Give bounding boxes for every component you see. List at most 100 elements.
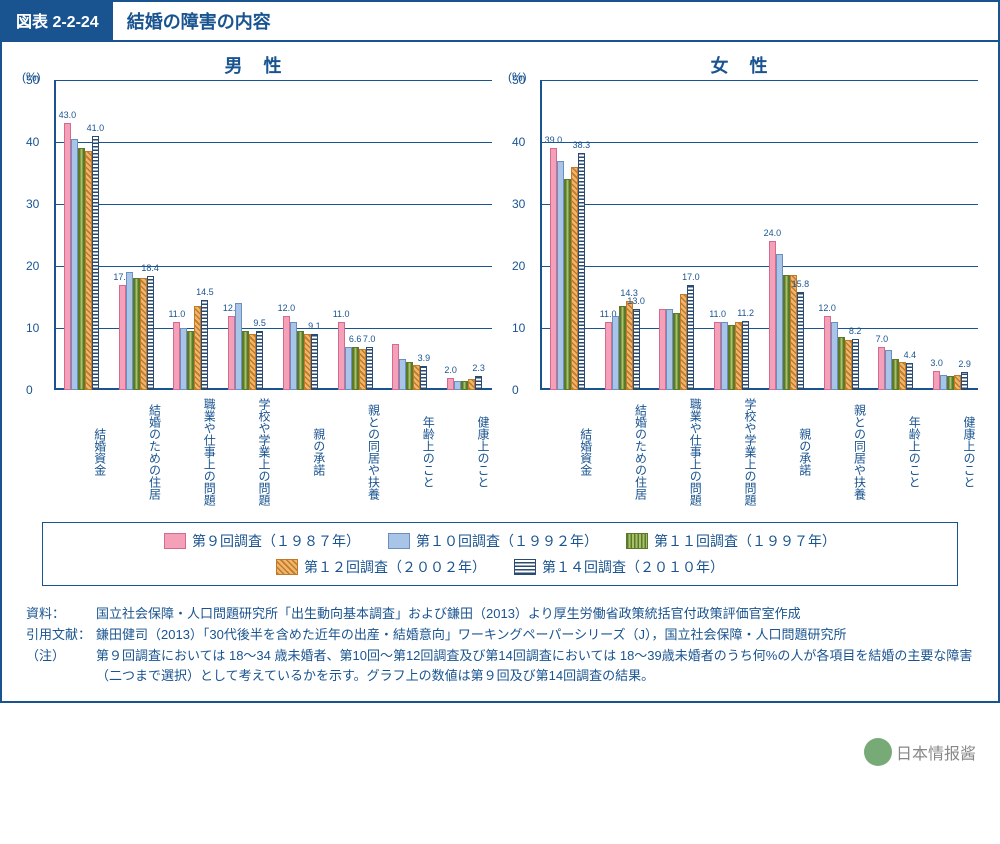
bar <box>297 331 304 390</box>
y-tick: 0 <box>26 383 33 397</box>
note-body: 国立社会保障・人口問題研究所「出生動向基本調査」および鎌田（2013）より厚生労… <box>96 604 974 625</box>
bar <box>468 379 475 390</box>
bar: 18.4 <box>147 276 154 390</box>
bar-group: 12.0 9.1 <box>273 80 328 390</box>
bar <box>790 275 797 390</box>
legend-label: 第９回調査（１９８７年） <box>192 531 360 551</box>
data-label: 18.4 <box>141 263 159 273</box>
data-label: 17.0 <box>682 272 700 282</box>
bar-group: 11.0 11.2 <box>704 80 759 390</box>
data-label: 24.0 <box>764 228 782 238</box>
bar <box>249 334 256 390</box>
figure-header: 図表 2-2-24 結婚の障害の内容 <box>2 2 998 42</box>
bar <box>831 322 838 390</box>
data-label: 7.0 <box>363 334 376 344</box>
bar: 3.0 <box>933 371 940 390</box>
bar <box>619 306 626 390</box>
data-label: 11.0 <box>709 309 726 319</box>
data-label: 3.9 <box>418 353 431 363</box>
x-label: 結婚のための住居 <box>595 390 650 510</box>
x-label: 結婚資金 <box>540 390 595 510</box>
bar: 11.2 <box>742 321 749 390</box>
data-label: 9.1 <box>308 321 321 331</box>
bar <box>776 254 783 390</box>
bar: 3.9 <box>420 366 427 390</box>
data-label: 12.0 <box>278 303 296 313</box>
bar-group: 12.09.5 <box>218 80 273 390</box>
bar <box>557 161 564 390</box>
plot-area: 0102030405039.038.311.014.313.017.011.01… <box>540 80 978 390</box>
data-label: 8.2 <box>849 326 862 336</box>
bar: 17.0 <box>687 285 694 390</box>
note-row: （注）第９回調査においては 18～34 歳未婚者、第10回～第12回調査及び第1… <box>26 646 974 688</box>
legend: 第９回調査（１９８７年） 第１０回調査（１９９２年） 第１１回調査（１９９７年） 第１… <box>42 522 958 586</box>
bar <box>947 376 954 390</box>
y-tick: 20 <box>26 259 39 273</box>
data-label: 39.0 <box>545 135 563 145</box>
panel-title: 女 性 <box>508 52 978 78</box>
bar <box>392 344 399 391</box>
bar <box>845 340 852 390</box>
bar-group: 11.014.313.0 <box>595 80 650 390</box>
bar: 14.5 <box>201 300 208 390</box>
panel-title: 男 性 <box>22 52 492 78</box>
charts-row: 男 性(%)0102030405043.041.017.018.411.014.… <box>2 42 998 514</box>
chart-panel: 女 性(%)0102030405039.038.311.014.313.017.… <box>508 52 978 510</box>
bar <box>133 278 140 390</box>
bar <box>461 381 468 390</box>
legend-label: 第１１回調査（１９９７年） <box>654 531 836 551</box>
bar: 11.0 <box>605 322 612 390</box>
bar <box>680 294 687 390</box>
bar <box>242 331 249 390</box>
legend-label: 第１０回調査（１９９２年） <box>416 531 598 551</box>
bar-group: 2.02.3 <box>437 80 492 390</box>
bar <box>290 322 297 390</box>
bar <box>140 278 147 390</box>
x-label: 学校や学業上の問題 <box>218 390 273 510</box>
bar <box>194 306 201 390</box>
figure-title: 結婚の障害の内容 <box>113 2 998 40</box>
bar: 43.0 <box>64 123 71 390</box>
bar-group: 3.02.9 <box>923 80 978 390</box>
data-label: 7.0 <box>876 334 889 344</box>
bar <box>454 381 461 390</box>
watermark-icon <box>864 738 892 766</box>
bar <box>721 322 728 390</box>
legend-label: 第１４回調査（２０１０年） <box>542 557 724 577</box>
bar <box>954 375 961 391</box>
bar: 12.0 <box>824 316 831 390</box>
bar <box>728 325 735 390</box>
bar-group: 3.9 <box>383 80 438 390</box>
x-label: 年齢上のこと <box>869 390 924 510</box>
y-tick: 30 <box>512 197 525 211</box>
legend-swatch <box>276 559 298 575</box>
x-label: 健康上のこと <box>923 390 978 510</box>
x-label: 親との同居や扶養 <box>328 390 383 510</box>
data-label: 12.0 <box>818 303 836 313</box>
data-label: 2.3 <box>472 363 485 373</box>
bar <box>235 303 242 390</box>
note-row: 引用文献：鎌田健司（2013）「30代後半を含めた近年の出産・結婚意向」ワーキン… <box>26 625 974 646</box>
bar-group: 12.0 8.2 <box>814 80 869 390</box>
bar <box>899 362 906 390</box>
bar: 11.0 <box>338 322 345 390</box>
bar: 9.1 <box>311 334 318 390</box>
bar <box>345 347 352 390</box>
bar: 17.0 <box>119 285 126 390</box>
data-label: 9.5 <box>253 318 266 328</box>
bar-group: 39.0 38.3 <box>540 80 595 390</box>
data-label: 11.2 <box>737 308 754 318</box>
data-label: 15.8 <box>792 279 810 289</box>
bar: 24.0 <box>769 241 776 390</box>
x-label: 学校や学業上の問題 <box>704 390 759 510</box>
bar <box>71 139 78 390</box>
bar <box>735 322 742 390</box>
bar <box>413 365 420 390</box>
y-tick: 0 <box>512 383 519 397</box>
legend-swatch <box>514 559 536 575</box>
bar: 38.3 <box>578 153 585 390</box>
y-tick: 40 <box>26 135 39 149</box>
figure-container: 図表 2-2-24 結婚の障害の内容 男 性(%)0102030405043.0… <box>0 0 1000 703</box>
bar-group: 43.041.0 <box>54 80 109 390</box>
bar-group: 7.04.4 <box>869 80 924 390</box>
